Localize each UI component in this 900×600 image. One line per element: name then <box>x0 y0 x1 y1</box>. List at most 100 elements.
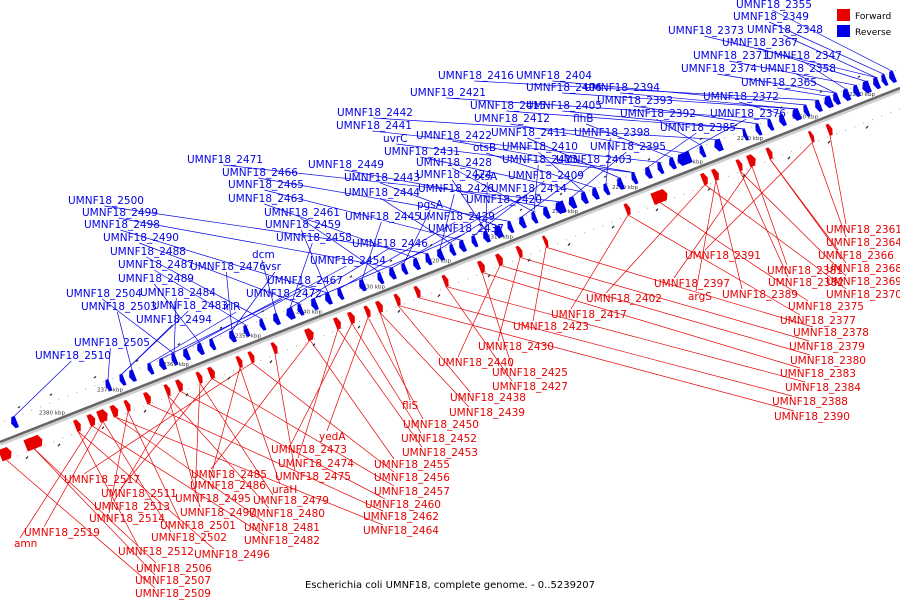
forward-leader-line <box>519 257 810 342</box>
guide-dot <box>800 147 802 149</box>
axis-tick-label: 2330 kbp <box>359 285 385 291</box>
forward-gene <box>304 328 314 342</box>
reverse-gene-label: flhB <box>573 113 593 125</box>
forward-leader-line <box>445 286 513 382</box>
marker-dash <box>707 187 711 191</box>
gene-arrow <box>669 156 677 170</box>
forward-leader-line <box>704 142 813 251</box>
reverse-leader-line <box>107 347 111 380</box>
marker-dash <box>611 225 615 229</box>
reverse-leader-line <box>361 221 382 280</box>
guide-dot <box>40 406 42 408</box>
marker-dash <box>819 90 823 93</box>
reverse-gene <box>581 191 589 205</box>
guide-dot <box>157 360 159 362</box>
reverse-leader-line <box>261 259 277 314</box>
forward-leader-line <box>497 257 521 342</box>
reverse-leader-line <box>339 221 456 289</box>
axis-line <box>0 86 900 444</box>
guide-dot <box>652 165 654 167</box>
forward-gene-label: UMNF18_2502 <box>151 532 227 544</box>
guide-dot <box>854 126 856 128</box>
forward-gene <box>441 274 449 288</box>
forward-gene-label: UMNF18_2512 <box>118 546 194 558</box>
guide-dot <box>166 356 168 358</box>
reverse-gene <box>129 369 137 382</box>
guide-dot <box>620 218 622 220</box>
gene-arrow <box>889 70 897 83</box>
guide-dot <box>814 101 816 104</box>
reverse-gene-label: UMNF18_2471 <box>187 154 263 166</box>
reverse-gene-label: UMNF18_2414 <box>491 183 567 195</box>
forward-leader-line <box>704 184 847 290</box>
forward-leader-line <box>297 328 339 459</box>
reverse-leader-line <box>571 151 627 198</box>
reverse-gene-label: UMNF18_2472 <box>246 288 322 300</box>
guide-dot <box>179 391 181 393</box>
forward-gene-label: UMNF18_2457 <box>374 486 450 498</box>
reverse-gene <box>543 206 551 220</box>
reverse-leader-line <box>403 209 431 264</box>
marker-dash <box>787 156 791 160</box>
reverse-gene-label: UMNF18_2416 <box>438 70 514 82</box>
forward-leader-line <box>199 383 274 496</box>
reverse-gene <box>359 278 367 292</box>
reverse-leader-line <box>120 229 329 294</box>
forward-gene-label: UMNF18_2462 <box>363 511 439 523</box>
axis-tick-label: 2290 kbp <box>612 185 638 191</box>
reverse-leader-line <box>717 73 837 94</box>
gene-arrow <box>765 147 773 160</box>
forward-leader-line <box>179 390 386 500</box>
gene-arrow <box>377 272 385 285</box>
forward-leader-line <box>167 395 201 508</box>
gene-arrow <box>519 215 527 229</box>
reverse-gene-label: UMNF18_2410 <box>502 141 578 153</box>
gene-arrow <box>337 287 345 301</box>
reverse-gene-label: UMNF18_2349 <box>733 11 809 23</box>
reverse-leader-line <box>729 60 857 86</box>
forward-leader-line <box>113 391 181 502</box>
forward-leader-line <box>167 395 270 509</box>
gene-arrow <box>700 172 708 186</box>
forward-leader-line <box>605 184 706 294</box>
gene-arrow <box>714 138 724 152</box>
reverse-gene <box>243 324 251 338</box>
reverse-gene <box>792 107 802 121</box>
reverse-gene-label: UMNF18_2403 <box>556 154 632 166</box>
gene-arrow <box>631 172 639 185</box>
gene-arrow <box>171 353 179 366</box>
reverse-gene-label: UMNF18_2444 <box>344 187 420 199</box>
forward-gene-label: UMNF18_2513 <box>94 501 170 513</box>
reverse-gene <box>645 166 653 179</box>
guide-dot <box>8 458 10 461</box>
reverse-leader-line <box>439 193 455 250</box>
marker-dash <box>865 125 869 129</box>
reverse-leader-line <box>149 311 237 364</box>
forward-gene-label: UMNF18_2509 <box>135 588 211 600</box>
gene-arrow <box>11 415 19 429</box>
forward-leader-line <box>751 166 788 266</box>
guide-dot <box>566 239 568 241</box>
axis-tick-label: 2260 kbp <box>792 114 818 120</box>
reverse-gene <box>105 379 113 392</box>
reverse-gene <box>183 348 191 361</box>
guide-dot <box>607 183 609 185</box>
forward-leader-line <box>251 362 395 473</box>
guide-dot <box>539 249 541 252</box>
forward-gene-label: UMNF18_2506 <box>136 563 212 575</box>
guide-dot <box>238 328 240 330</box>
guide-dot <box>773 157 775 160</box>
reverse-gene <box>377 272 385 285</box>
reverse-leader-line <box>772 9 893 72</box>
reverse-gene <box>325 292 333 305</box>
forward-leader-line <box>77 431 139 547</box>
guide-dot <box>760 123 762 125</box>
reverse-gene-label: pgsA <box>417 199 444 211</box>
guide-dot <box>845 129 847 131</box>
guide-dot <box>373 275 375 277</box>
guide-dot <box>296 345 298 347</box>
leader-lines <box>5 9 893 589</box>
forward-leader-line <box>570 214 629 310</box>
reverse-gene-label: UMNF18_2409 <box>508 170 584 182</box>
guide-dot <box>35 448 37 450</box>
